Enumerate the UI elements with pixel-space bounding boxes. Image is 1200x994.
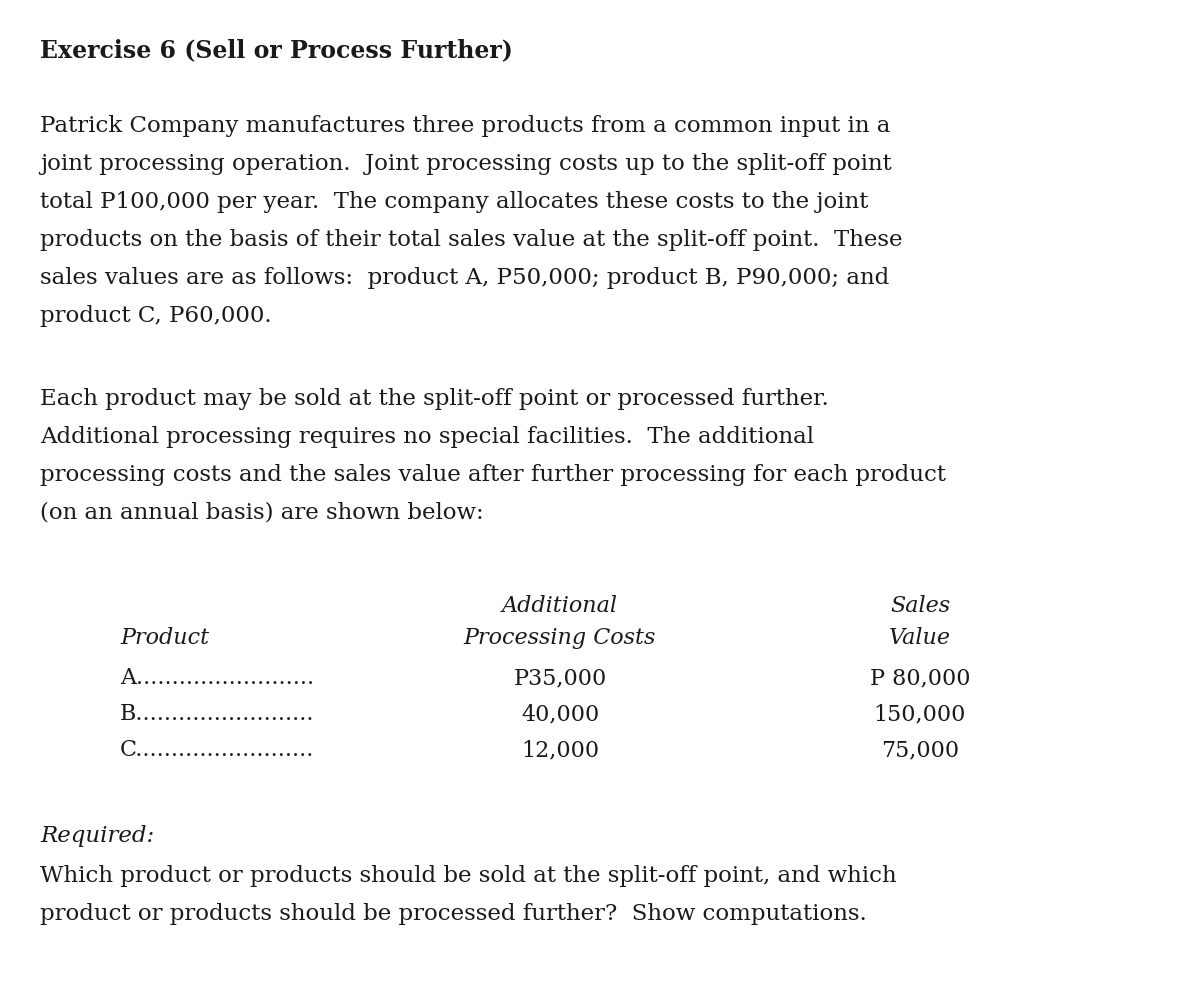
- Text: Processing Costs: Processing Costs: [464, 627, 656, 649]
- Text: products on the basis of their total sales value at the split-off point.  These: products on the basis of their total sal…: [40, 229, 902, 251]
- Text: (on an annual basis) are shown below:: (on an annual basis) are shown below:: [40, 502, 484, 524]
- Text: Required:: Required:: [40, 825, 155, 847]
- Text: total P100,000 per year.  The company allocates these costs to the joint: total P100,000 per year. The company all…: [40, 191, 869, 213]
- Text: Exercise 6 (Sell or Process Further): Exercise 6 (Sell or Process Further): [40, 38, 512, 62]
- Text: 150,000: 150,000: [874, 703, 966, 725]
- Text: Additional: Additional: [502, 595, 618, 617]
- Text: P 80,000: P 80,000: [870, 667, 971, 689]
- Text: sales values are as follows:  product A, P50,000; product B, P90,000; and: sales values are as follows: product A, …: [40, 267, 889, 289]
- Text: B.........................: B.........................: [120, 703, 314, 725]
- Text: A.........................: A.........................: [120, 667, 314, 689]
- Text: joint processing operation.  Joint processing costs up to the split-off point: joint processing operation. Joint proces…: [40, 153, 892, 175]
- Text: product C, P60,000.: product C, P60,000.: [40, 305, 271, 327]
- Text: C.........................: C.........................: [120, 739, 314, 761]
- Text: Each product may be sold at the split-off point or processed further.: Each product may be sold at the split-of…: [40, 388, 829, 410]
- Text: product or products should be processed further?  Show computations.: product or products should be processed …: [40, 903, 866, 925]
- Text: Additional processing requires no special facilities.  The additional: Additional processing requires no specia…: [40, 426, 814, 448]
- Text: Product: Product: [120, 627, 209, 649]
- Text: Which product or products should be sold at the split-off point, and which: Which product or products should be sold…: [40, 865, 896, 887]
- Text: Patrick Company manufactures three products from a common input in a: Patrick Company manufactures three produ…: [40, 115, 890, 137]
- Text: 75,000: 75,000: [881, 739, 959, 761]
- Text: Sales: Sales: [890, 595, 950, 617]
- Text: Value: Value: [889, 627, 952, 649]
- Text: P35,000: P35,000: [514, 667, 607, 689]
- Text: 12,000: 12,000: [521, 739, 599, 761]
- Text: processing costs and the sales value after further processing for each product: processing costs and the sales value aft…: [40, 464, 946, 486]
- Text: 40,000: 40,000: [521, 703, 599, 725]
